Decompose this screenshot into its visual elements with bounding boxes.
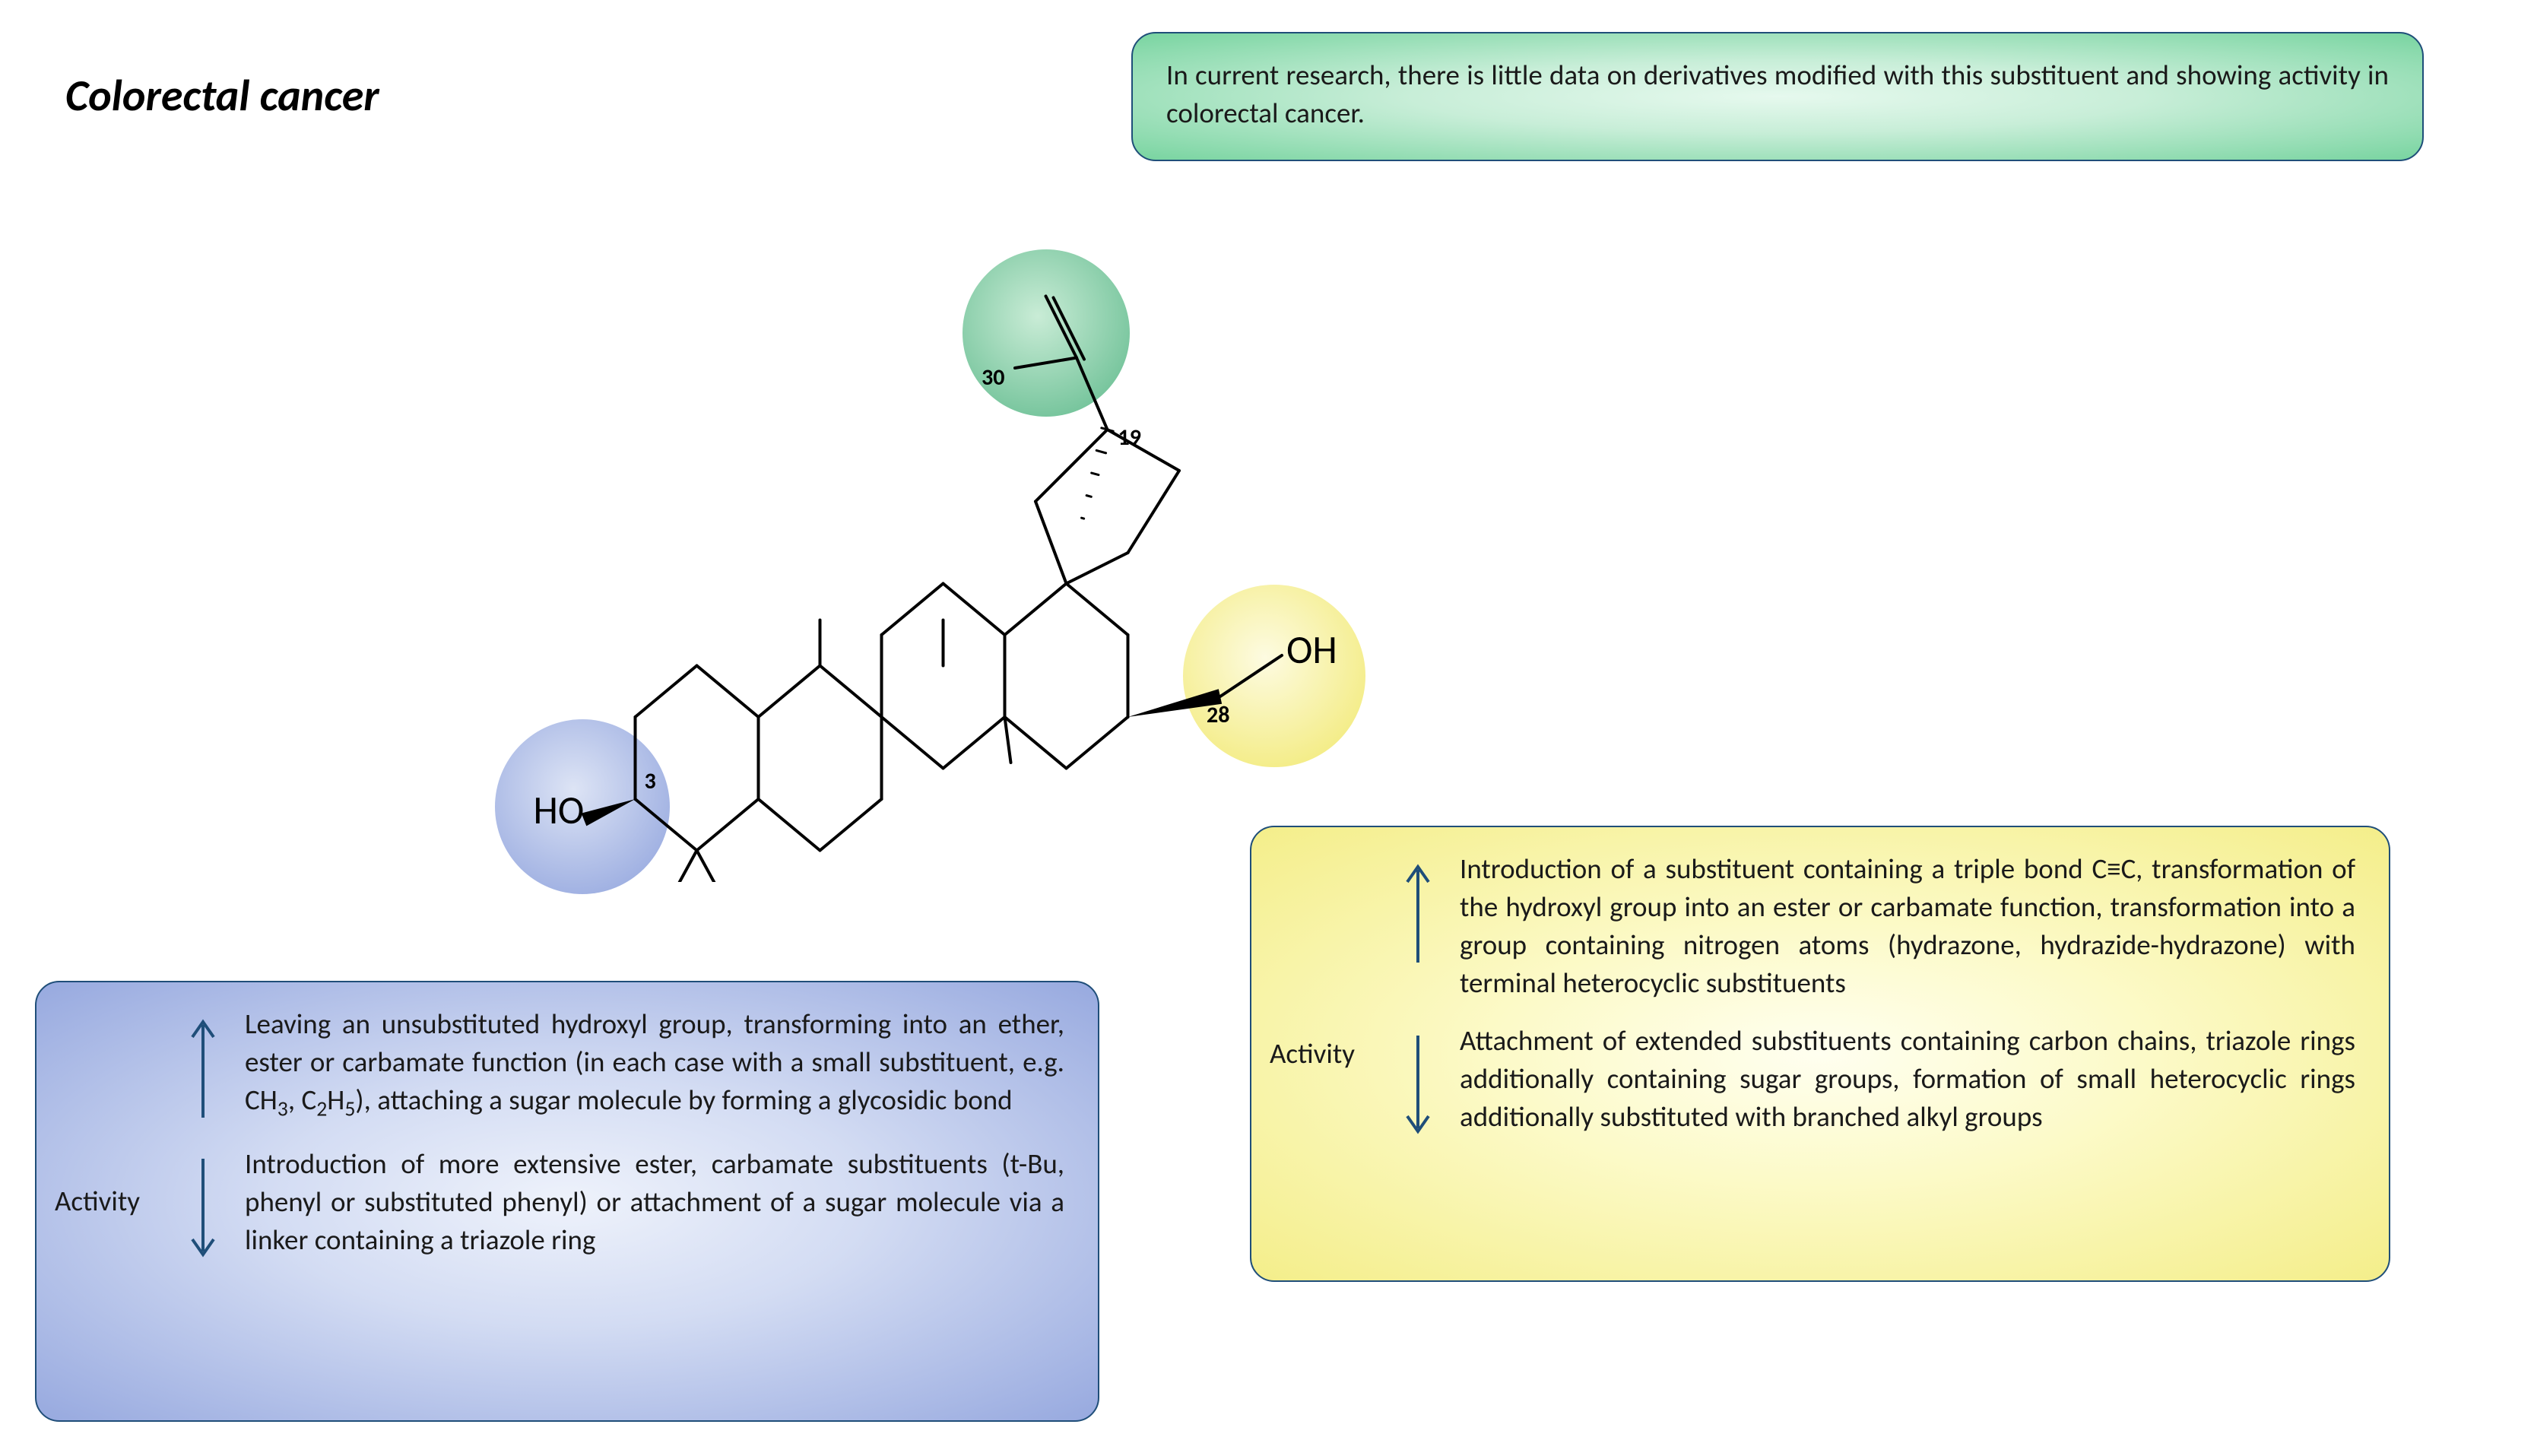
activity-label-c3: Activity	[55, 1182, 140, 1220]
label-c19: 19	[1118, 423, 1141, 452]
label-oh-28: OH	[1286, 625, 1337, 674]
label-c30: 30	[982, 363, 1004, 392]
arrow-down-c3	[161, 1145, 245, 1265]
text-c28-up: Introduction of a substituent containing…	[1460, 850, 2355, 1002]
activity-label-c28: Activity	[1270, 1035, 1355, 1073]
text-c3-up: Leaving an unsubstituted hydroxyl group,…	[245, 1005, 1064, 1124]
row-c28-up: Introduction of a substituent containing…	[1376, 850, 2355, 1002]
label-c3: 3	[645, 767, 656, 795]
text-c3-down: Introduction of more extensive ester, ca…	[245, 1145, 1064, 1259]
row-c28-down: Attachment of extended substituents cont…	[1376, 1022, 2355, 1142]
callout-c28: Activity Introduction of a substituent c…	[1250, 826, 2390, 1282]
label-oh-3: HO	[534, 785, 585, 834]
arrow-down-c28	[1376, 1022, 1460, 1142]
callout-c30: In current research, there is little dat…	[1131, 32, 2424, 161]
molecule-skeleton	[547, 228, 1429, 882]
callout-c3: Activity Leaving an unsubstituted hydrox…	[35, 981, 1099, 1422]
label-c28: 28	[1207, 701, 1229, 729]
text-c28-down: Attachment of extended substituents cont…	[1460, 1022, 2355, 1136]
row-c3-up: Leaving an unsubstituted hydroxyl group,…	[161, 1005, 1064, 1125]
callout-c30-text: In current research, there is little dat…	[1166, 58, 2389, 130]
page-title: Colorectal cancer	[65, 68, 379, 122]
row-c3-down: Introduction of more extensive ester, ca…	[161, 1145, 1064, 1265]
arrow-up-c3	[161, 1005, 245, 1125]
molecule-betulin: 30 19 28 3 OH HO	[547, 228, 1429, 882]
